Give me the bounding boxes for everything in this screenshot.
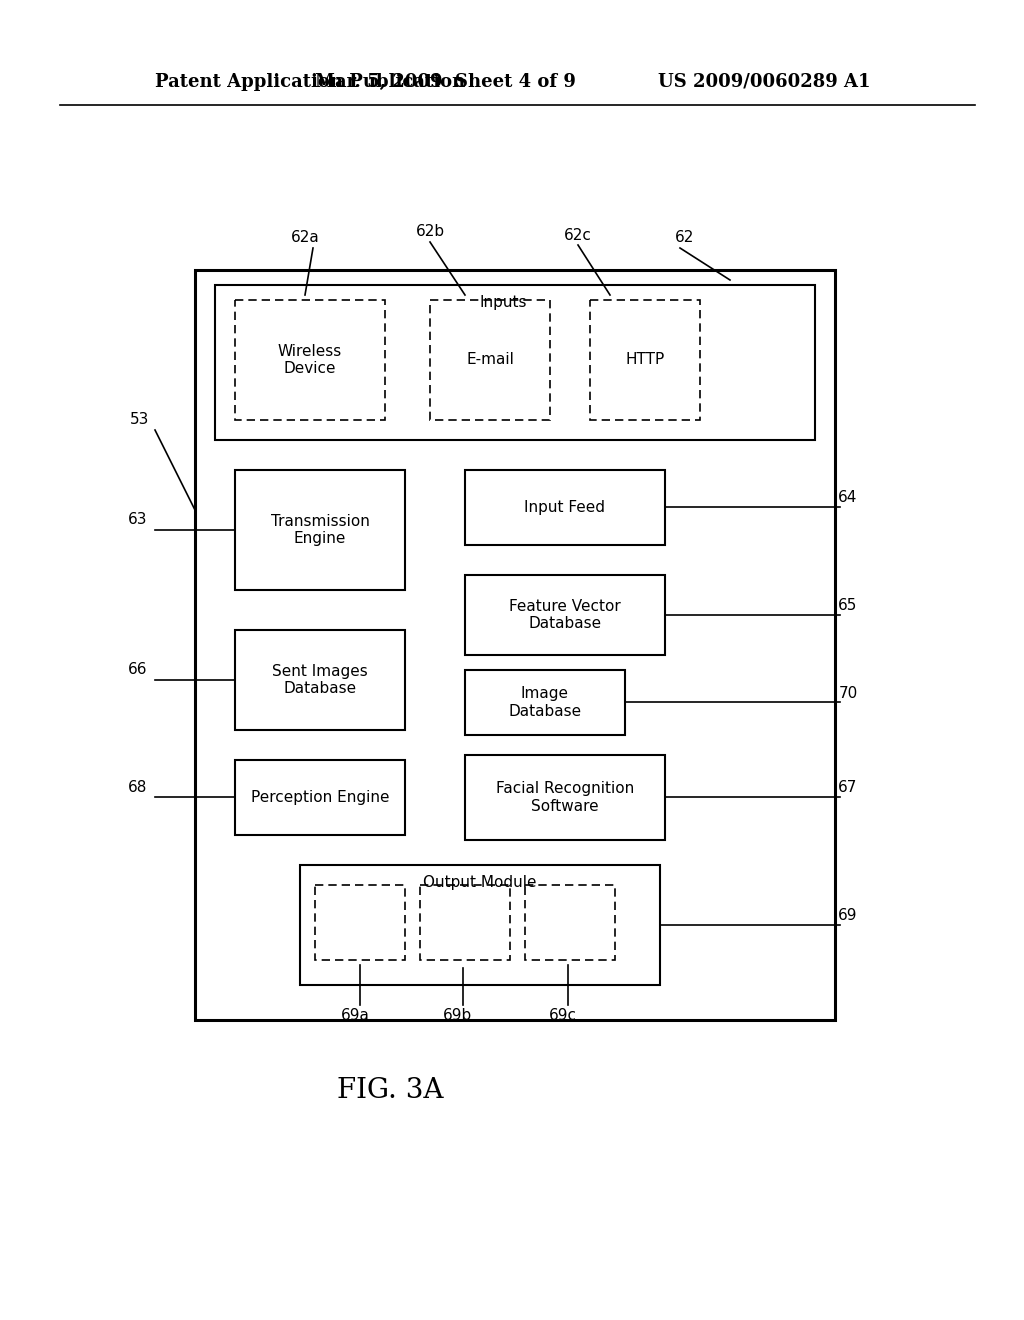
Bar bbox=[195, 271, 835, 1020]
Text: HTTP: HTTP bbox=[626, 352, 665, 367]
Bar bbox=[465, 576, 665, 655]
Bar bbox=[234, 300, 385, 420]
Text: Facial Recognition
Software: Facial Recognition Software bbox=[496, 781, 634, 813]
Text: Feature Vector
Database: Feature Vector Database bbox=[509, 599, 621, 631]
Bar bbox=[430, 300, 550, 420]
Text: Output Module: Output Module bbox=[423, 875, 537, 891]
Bar bbox=[300, 865, 660, 985]
Bar bbox=[525, 884, 615, 960]
Text: 69: 69 bbox=[839, 908, 858, 923]
Text: FIG. 3A: FIG. 3A bbox=[337, 1077, 443, 1104]
Text: 62a: 62a bbox=[291, 231, 319, 246]
Text: 64: 64 bbox=[839, 490, 858, 504]
Text: Transmission
Engine: Transmission Engine bbox=[270, 513, 370, 546]
Text: Perception Engine: Perception Engine bbox=[251, 789, 389, 805]
Text: Image
Database: Image Database bbox=[509, 686, 582, 718]
Bar bbox=[465, 470, 665, 545]
Text: 68: 68 bbox=[128, 780, 147, 795]
Bar bbox=[465, 671, 625, 735]
Text: 66: 66 bbox=[128, 663, 147, 677]
Text: Input Feed: Input Feed bbox=[524, 500, 605, 515]
Bar bbox=[234, 760, 406, 836]
Text: 70: 70 bbox=[839, 685, 858, 701]
Text: 67: 67 bbox=[839, 780, 858, 795]
Bar bbox=[234, 470, 406, 590]
Text: 69a: 69a bbox=[341, 1007, 370, 1023]
Text: Mar. 5, 2009  Sheet 4 of 9: Mar. 5, 2009 Sheet 4 of 9 bbox=[314, 73, 575, 91]
Bar bbox=[234, 630, 406, 730]
Text: 69c: 69c bbox=[549, 1007, 577, 1023]
Text: E-mail: E-mail bbox=[466, 352, 514, 367]
Bar bbox=[215, 285, 815, 440]
Text: Sent Images
Database: Sent Images Database bbox=[272, 664, 368, 696]
Bar bbox=[315, 884, 406, 960]
Text: Wireless
Device: Wireless Device bbox=[278, 343, 342, 376]
Text: Inputs: Inputs bbox=[479, 296, 526, 310]
Text: 69b: 69b bbox=[443, 1007, 473, 1023]
Bar bbox=[590, 300, 700, 420]
Text: US 2009/0060289 A1: US 2009/0060289 A1 bbox=[657, 73, 870, 91]
Text: Patent Application Publication: Patent Application Publication bbox=[155, 73, 465, 91]
Bar bbox=[420, 884, 510, 960]
Text: 62b: 62b bbox=[416, 224, 444, 239]
Bar bbox=[465, 755, 665, 840]
Text: 62c: 62c bbox=[564, 227, 592, 243]
Text: 53: 53 bbox=[130, 412, 150, 428]
Text: 63: 63 bbox=[128, 512, 147, 528]
Text: 65: 65 bbox=[839, 598, 858, 612]
Text: 62: 62 bbox=[675, 231, 694, 246]
